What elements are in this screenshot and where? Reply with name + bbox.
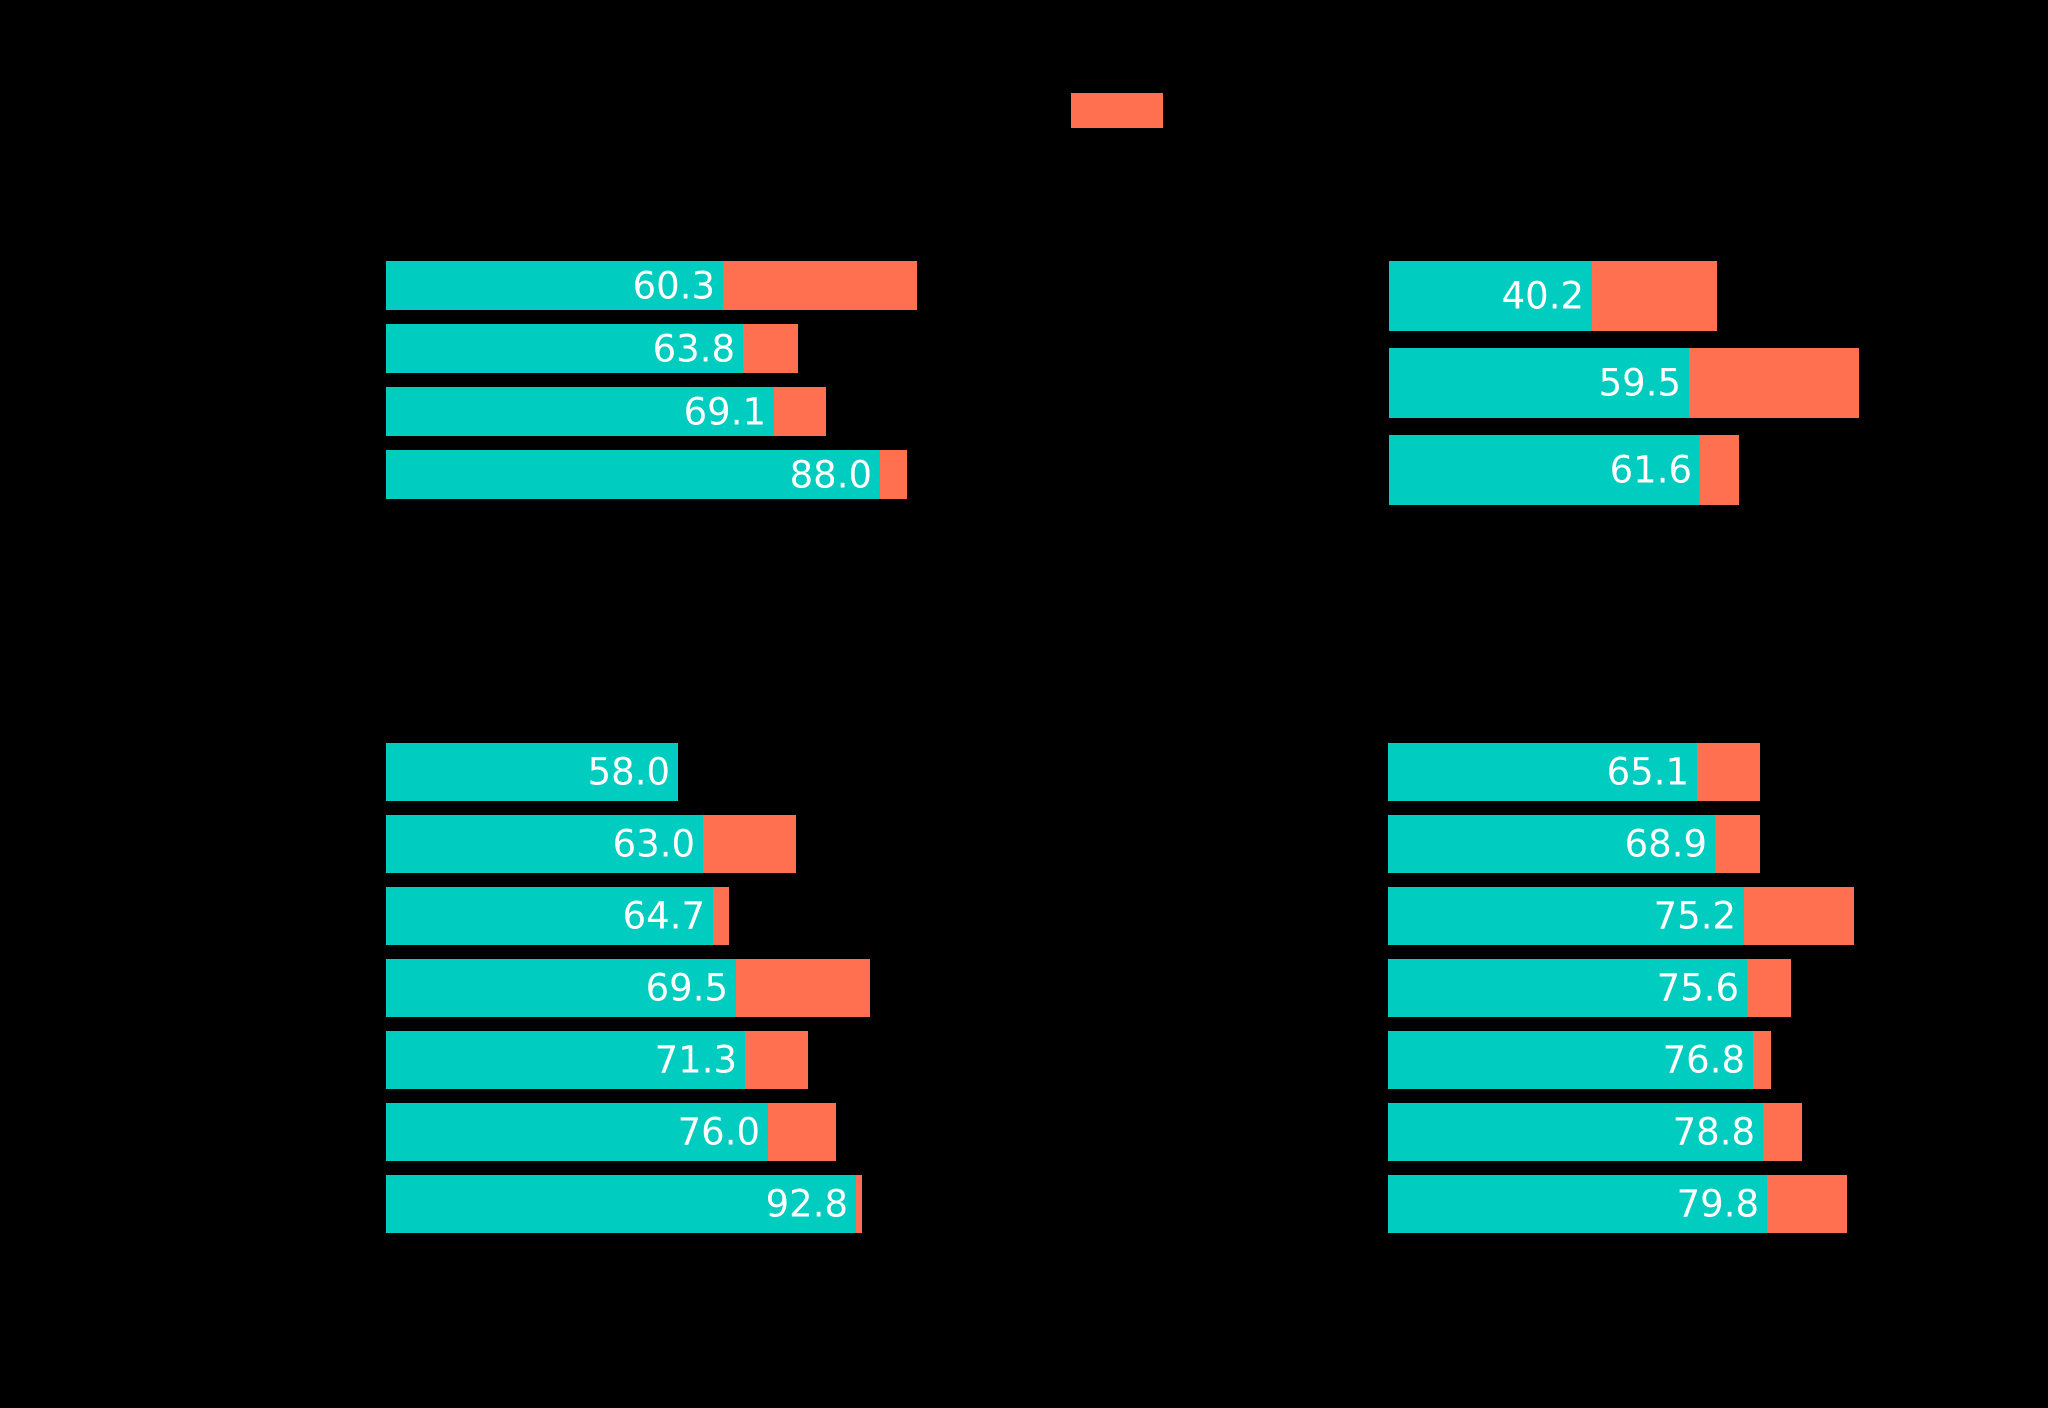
- bar-segment-b: [736, 959, 870, 1017]
- bar-segment-b: [1747, 959, 1791, 1017]
- panel-bottom-right: 65.1 68.9 75.2 75.6: [1388, 743, 2048, 1233]
- bar-value-label: 59.5: [1598, 361, 1681, 405]
- bar-value-label: 58.0: [587, 750, 670, 794]
- bar-row[interactable]: 79.8: [1388, 1175, 1847, 1233]
- bar-row[interactable]: 63.0: [386, 815, 796, 873]
- bar-segment-b: [713, 887, 729, 945]
- bar-value-label: 76.0: [677, 1110, 760, 1154]
- bar-row[interactable]: 58.0: [386, 743, 678, 801]
- bar-segment-a: 79.8: [1388, 1175, 1767, 1233]
- bar-row[interactable]: 75.6: [1388, 959, 1791, 1017]
- bar-segment-a: 64.7: [386, 887, 713, 945]
- bar-row[interactable]: 76.8: [1388, 1031, 1771, 1089]
- bar-segment-a: 78.8: [1388, 1103, 1763, 1161]
- bar-row[interactable]: 71.3: [386, 1031, 808, 1089]
- legend-entry-series-b[interactable]: [1071, 93, 1163, 128]
- bar-row[interactable]: 92.8: [386, 1175, 862, 1233]
- bar-segment-b: [743, 324, 798, 373]
- bar-row[interactable]: 69.5: [386, 959, 870, 1017]
- bar-value-label: 71.3: [654, 1038, 737, 1082]
- bar-segment-a: 60.3: [386, 261, 723, 310]
- panel-top-right: 40.2 59.5 61.6: [1389, 261, 2048, 521]
- bar-segment-a: 76.0: [386, 1103, 768, 1161]
- bar-segment-b: [1689, 348, 1859, 418]
- bar-row[interactable]: 40.2: [1389, 261, 1717, 331]
- bar-value-label: 61.6: [1609, 448, 1692, 492]
- bar-row[interactable]: 65.1: [1388, 743, 1760, 801]
- bar-segment-a: 68.9: [1388, 815, 1715, 873]
- bar-value-label: 64.7: [622, 894, 705, 938]
- bar-segment-b: [1592, 261, 1717, 331]
- panel-top-left: 60.3 63.8 69.1 88.0: [386, 261, 1066, 521]
- bar-segment-b: [745, 1031, 808, 1089]
- bar-segment-a: 71.3: [386, 1031, 745, 1089]
- bar-segment-a: 61.6: [1389, 435, 1700, 505]
- bar-value-label: 69.1: [683, 390, 766, 433]
- bar-row[interactable]: 75.2: [1388, 887, 1854, 945]
- bar-row[interactable]: 68.9: [1388, 815, 1760, 873]
- bar-segment-a: 69.1: [386, 387, 774, 436]
- bar-segment-b: [856, 1175, 862, 1233]
- bar-row[interactable]: 61.6: [1389, 435, 1739, 505]
- bar-value-label: 75.6: [1656, 966, 1739, 1010]
- panel-bottom-left: 58.0 63.0 64.7 69.5: [386, 743, 1066, 1233]
- bar-value-label: 76.8: [1662, 1038, 1745, 1082]
- bar-segment-a: 63.0: [386, 815, 703, 873]
- bar-value-label: 69.5: [645, 966, 728, 1010]
- legend-swatch-icon: [751, 93, 843, 128]
- bar-segment-b: [1763, 1103, 1802, 1161]
- bar-segment-a: 59.5: [1389, 348, 1689, 418]
- bar-segment-a: 69.5: [386, 959, 736, 1017]
- bar-row[interactable]: 69.1: [386, 387, 826, 436]
- bar-value-label: 88.0: [789, 453, 872, 496]
- bar-segment-a: 92.8: [386, 1175, 856, 1233]
- bar-row[interactable]: 60.3: [386, 261, 917, 310]
- bar-segment-b: [774, 387, 826, 436]
- bar-segment-a: 40.2: [1389, 261, 1592, 331]
- bar-segment-b: [703, 815, 796, 873]
- bar-segment-b: [1744, 887, 1854, 945]
- bar-value-label: 78.8: [1672, 1110, 1755, 1154]
- bar-row[interactable]: 63.8: [386, 324, 798, 373]
- bar-segment-b: [1767, 1175, 1847, 1233]
- bar-segment-a: 75.6: [1388, 959, 1747, 1017]
- bar-value-label: 79.8: [1676, 1182, 1759, 1226]
- bar-value-label: 68.9: [1624, 822, 1707, 866]
- bar-segment-a: 76.8: [1388, 1031, 1753, 1089]
- bar-segment-b: [1697, 743, 1760, 801]
- bar-row[interactable]: 76.0: [386, 1103, 836, 1161]
- bar-segment-b: [1715, 815, 1760, 873]
- bar-value-label: 63.0: [612, 822, 695, 866]
- bar-segment-b: [723, 261, 917, 310]
- bar-value-label: 63.8: [652, 327, 735, 370]
- bar-segment-a: 75.2: [1388, 887, 1744, 945]
- legend-swatch-icon: [1071, 93, 1163, 128]
- chart-legend: [0, 0, 2048, 180]
- bar-value-label: 75.2: [1653, 894, 1736, 938]
- bar-segment-a: 88.0: [386, 450, 880, 499]
- bar-row[interactable]: 64.7: [386, 887, 729, 945]
- bar-segment-b: [880, 450, 907, 499]
- bar-value-label: 65.1: [1606, 750, 1689, 794]
- bar-segment-b: [1700, 435, 1739, 505]
- legend-entry-series-a[interactable]: [751, 93, 843, 128]
- bar-segment-b: [768, 1103, 836, 1161]
- bar-segment-a: 58.0: [386, 743, 678, 801]
- bar-row[interactable]: 78.8: [1388, 1103, 1802, 1161]
- bar-segment-a: 65.1: [1388, 743, 1697, 801]
- bar-value-label: 92.8: [765, 1182, 848, 1226]
- bar-value-label: 60.3: [632, 264, 715, 307]
- bar-segment-a: 63.8: [386, 324, 743, 373]
- bar-row[interactable]: 59.5: [1389, 348, 1859, 418]
- bar-row[interactable]: 88.0: [386, 450, 907, 499]
- bar-value-label: 40.2: [1501, 274, 1584, 318]
- bar-segment-b: [1753, 1031, 1771, 1089]
